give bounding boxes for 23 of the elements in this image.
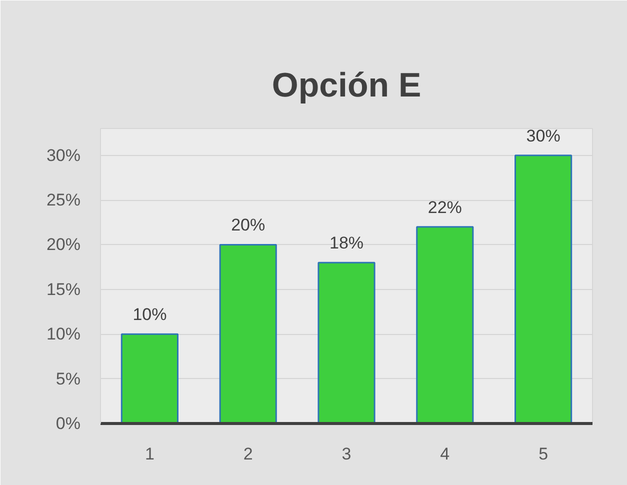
x-tick-label: 1 (144, 444, 154, 464)
x-tick-label: 2 (243, 444, 253, 464)
chart-title: Opción E (272, 66, 422, 104)
y-tick-label: 0% (56, 414, 81, 433)
data-label: 20% (231, 216, 266, 235)
bar (318, 262, 376, 424)
y-tick-label: 10% (46, 324, 81, 344)
y-tick-label: 5% (56, 369, 81, 388)
y-tick-label: 30% (46, 146, 81, 165)
x-tick-label: 3 (342, 444, 352, 464)
bar (219, 244, 277, 424)
x-tick-label: 4 (440, 444, 450, 464)
bar (416, 226, 474, 424)
x-tick-label: 5 (538, 444, 548, 464)
data-label: 30% (526, 126, 560, 146)
y-tick-label: 25% (46, 190, 81, 210)
data-label: 10% (132, 305, 167, 324)
bar (514, 154, 572, 424)
data-label: 18% (329, 234, 364, 253)
bar (120, 333, 178, 424)
y-tick-label: 20% (46, 235, 81, 254)
y-tick-label: 15% (46, 280, 81, 299)
data-label: 22% (428, 198, 462, 217)
